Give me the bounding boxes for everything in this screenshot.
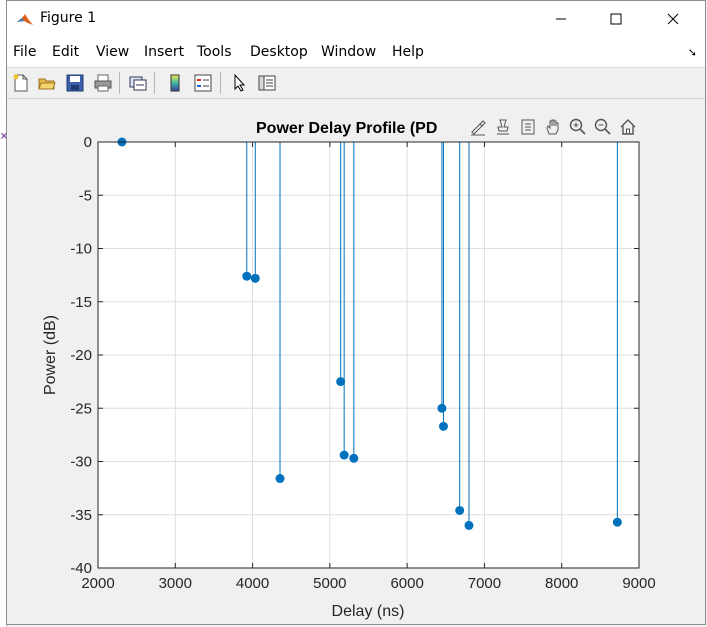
menu-window[interactable]: Window xyxy=(321,44,377,60)
toolbar-separator xyxy=(154,72,155,94)
x-tick-label: 9000 xyxy=(622,575,655,592)
y-tick-label: -20 xyxy=(70,347,92,364)
legend-icon xyxy=(194,74,212,92)
open-icon xyxy=(38,78,56,90)
zoom-out-icon xyxy=(594,118,611,135)
new-figure-icon xyxy=(13,74,28,92)
x-tick-label: 8000 xyxy=(545,575,578,592)
x-axis-label: Delay (ns) xyxy=(332,603,405,620)
stem-series xyxy=(117,137,622,530)
y-tick-label: -5 xyxy=(79,187,92,204)
home-button[interactable] xyxy=(616,115,640,139)
stem-marker[interactable] xyxy=(455,505,465,515)
minimize-button[interactable] xyxy=(538,1,584,37)
data-tips-button[interactable] xyxy=(491,115,515,139)
link-plot-button[interactable] xyxy=(127,72,149,94)
toolbar-separator xyxy=(220,72,221,94)
y-tick-label: -15 xyxy=(70,294,92,311)
figure-window: Figure 1 File Edit View Insert Tools Des… xyxy=(6,0,706,625)
open-file-button[interactable] xyxy=(36,72,58,94)
stem-marker[interactable] xyxy=(339,450,349,460)
minimize-icon xyxy=(556,18,566,20)
new-figure-button[interactable] xyxy=(10,72,32,94)
menu-insert[interactable]: Insert xyxy=(144,44,185,60)
colorbar-icon xyxy=(170,74,180,92)
y-tick-label: -25 xyxy=(70,400,92,417)
window-title: Figure 1 xyxy=(40,10,97,26)
menu-desktop[interactable]: Desktop xyxy=(250,44,308,60)
title-bar: Figure 1 xyxy=(7,1,705,37)
close-icon xyxy=(667,13,679,25)
menu-file[interactable]: File xyxy=(13,44,37,60)
print-icon xyxy=(94,74,112,92)
menu-edit[interactable]: Edit xyxy=(52,44,80,60)
y-tick-label: -40 xyxy=(70,560,92,577)
save-icon xyxy=(66,74,84,92)
y-tick-label: -10 xyxy=(70,241,92,258)
menu-help[interactable]: Help xyxy=(392,44,424,60)
x-tick-label: 2000 xyxy=(81,575,114,592)
stem-marker[interactable] xyxy=(437,403,447,413)
datacursor-icon xyxy=(521,119,535,135)
stem-marker[interactable] xyxy=(336,377,346,387)
link-plot-icon xyxy=(129,76,147,91)
stem-marker[interactable] xyxy=(275,474,285,484)
maximize-icon xyxy=(610,13,622,25)
brush-button[interactable] xyxy=(466,115,490,139)
x-tick-label: 4000 xyxy=(236,575,269,592)
pointer-button[interactable] xyxy=(229,72,251,94)
save-button[interactable] xyxy=(64,72,86,94)
stem-marker[interactable] xyxy=(349,453,359,463)
axis-ticks: 2000 3000 4000 5000 6000 7000 8000 9000 0 -5 -10 -1… xyxy=(70,134,655,592)
chart-title: Power Delay Profile (PD xyxy=(256,120,437,137)
property-inspector-button[interactable] xyxy=(256,72,278,94)
figure-canvas: 2000 3000 4000 5000 6000 7000 8000 9000 0 -5 -10 -1… xyxy=(7,99,705,624)
maximize-button[interactable] xyxy=(593,1,639,37)
x-tick-label: 3000 xyxy=(159,575,192,592)
plot-area[interactable]: 2000 3000 4000 5000 6000 7000 8000 9000 0 -5 -10 -1… xyxy=(7,99,705,624)
pan-button[interactable] xyxy=(541,115,565,139)
zoom-out-button[interactable] xyxy=(591,115,615,139)
matlab-logo-icon xyxy=(16,10,34,28)
y-tick-label: -30 xyxy=(70,454,92,471)
zoom-in-icon xyxy=(569,118,586,135)
y-tick-label: -35 xyxy=(70,507,92,524)
menu-tools[interactable]: Tools xyxy=(197,44,232,60)
figure-toolbar xyxy=(7,68,705,99)
toolbar-separator xyxy=(119,72,120,94)
home-icon xyxy=(620,119,636,135)
x-tick-label: 6000 xyxy=(390,575,423,592)
datacursor-button[interactable] xyxy=(516,115,540,139)
brush-icon xyxy=(471,120,486,136)
y-axis-label: Power (dB) xyxy=(42,315,59,395)
x-tick-label: 5000 xyxy=(313,575,346,592)
x-tick-label: 7000 xyxy=(468,575,501,592)
dock-arrow-icon[interactable]: ➘ xyxy=(687,47,697,59)
y-tick-label: 0 xyxy=(84,134,92,151)
pan-icon xyxy=(546,119,559,135)
data-tips-icon xyxy=(497,119,509,135)
stem-marker[interactable] xyxy=(612,517,622,527)
menu-bar: File Edit View Insert Tools Desktop Wind… xyxy=(7,37,705,68)
legend-button[interactable] xyxy=(192,72,214,94)
stem-marker[interactable] xyxy=(438,421,448,431)
stem-marker[interactable] xyxy=(242,271,252,281)
stem-marker[interactable] xyxy=(464,520,474,530)
menu-view[interactable]: View xyxy=(96,44,130,60)
pointer-icon xyxy=(234,74,246,92)
axes-toolbar xyxy=(466,115,640,139)
close-button[interactable] xyxy=(650,1,696,37)
colorbar-button[interactable] xyxy=(164,72,186,94)
print-button[interactable] xyxy=(92,72,114,94)
stem-marker[interactable] xyxy=(250,273,260,283)
property-inspector-icon xyxy=(258,75,276,91)
zoom-in-button[interactable] xyxy=(566,115,590,139)
